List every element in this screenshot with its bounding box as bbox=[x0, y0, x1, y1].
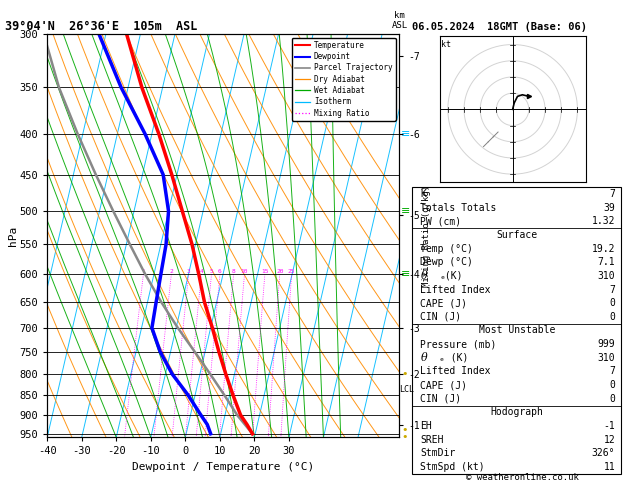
Text: 1.32: 1.32 bbox=[592, 216, 615, 226]
Text: K: K bbox=[420, 189, 426, 199]
Text: 0: 0 bbox=[610, 312, 615, 322]
Text: Dewp (°C): Dewp (°C) bbox=[420, 257, 473, 267]
Text: CIN (J): CIN (J) bbox=[420, 312, 462, 322]
Text: 19.2: 19.2 bbox=[592, 243, 615, 254]
Text: 25: 25 bbox=[288, 269, 296, 275]
Text: 310: 310 bbox=[598, 271, 615, 281]
Text: Hodograph: Hodograph bbox=[490, 407, 543, 417]
Text: 5: 5 bbox=[209, 269, 213, 275]
Text: 310: 310 bbox=[598, 353, 615, 363]
Text: 0: 0 bbox=[610, 394, 615, 404]
Text: Most Unstable: Most Unstable bbox=[479, 326, 555, 335]
Text: •: • bbox=[401, 433, 408, 442]
Text: 39°04'N  26°36'E  105m  ASL: 39°04'N 26°36'E 105m ASL bbox=[5, 20, 198, 33]
Text: 1: 1 bbox=[142, 269, 145, 275]
Text: km
ASL: km ASL bbox=[391, 11, 408, 30]
X-axis label: Dewpoint / Temperature (°C): Dewpoint / Temperature (°C) bbox=[132, 462, 314, 472]
Text: 326°: 326° bbox=[592, 449, 615, 458]
Text: 15: 15 bbox=[261, 269, 269, 275]
Text: StmSpd (kt): StmSpd (kt) bbox=[420, 462, 485, 472]
Text: LCL: LCL bbox=[399, 384, 415, 394]
Text: ₑ (K): ₑ (K) bbox=[439, 353, 469, 363]
Y-axis label: Mixing Ratio (g/kg): Mixing Ratio (g/kg) bbox=[421, 185, 431, 287]
Text: Surface: Surface bbox=[496, 230, 537, 240]
Text: StmDir: StmDir bbox=[420, 449, 455, 458]
Text: 06.05.2024  18GMT (Base: 06): 06.05.2024 18GMT (Base: 06) bbox=[412, 22, 587, 32]
Text: θ: θ bbox=[420, 271, 427, 281]
Text: 999: 999 bbox=[598, 339, 615, 349]
Text: 4: 4 bbox=[199, 269, 203, 275]
Text: 11: 11 bbox=[603, 462, 615, 472]
Text: θ: θ bbox=[420, 353, 427, 363]
Text: 2: 2 bbox=[169, 269, 173, 275]
Text: Temp (°C): Temp (°C) bbox=[420, 243, 473, 254]
Text: Totals Totals: Totals Totals bbox=[420, 203, 497, 212]
Text: CIN (J): CIN (J) bbox=[420, 394, 462, 404]
Text: Lifted Index: Lifted Index bbox=[420, 284, 491, 295]
Legend: Temperature, Dewpoint, Parcel Trajectory, Dry Adiabat, Wet Adiabat, Isotherm, Mi: Temperature, Dewpoint, Parcel Trajectory… bbox=[292, 38, 396, 121]
Text: 39: 39 bbox=[603, 203, 615, 212]
Text: •: • bbox=[401, 425, 408, 435]
Text: ≡: ≡ bbox=[401, 206, 411, 216]
Text: 7: 7 bbox=[610, 284, 615, 295]
Text: 10: 10 bbox=[241, 269, 248, 275]
Text: 7.1: 7.1 bbox=[598, 257, 615, 267]
Text: CAPE (J): CAPE (J) bbox=[420, 380, 467, 390]
Text: 0: 0 bbox=[610, 298, 615, 308]
Text: 8: 8 bbox=[231, 269, 235, 275]
Text: 3: 3 bbox=[187, 269, 191, 275]
Text: 0: 0 bbox=[610, 380, 615, 390]
Text: 7: 7 bbox=[610, 189, 615, 199]
Text: PW (cm): PW (cm) bbox=[420, 216, 462, 226]
Text: 20: 20 bbox=[276, 269, 284, 275]
Text: 7: 7 bbox=[610, 366, 615, 377]
Text: Pressure (mb): Pressure (mb) bbox=[420, 339, 497, 349]
Text: 12: 12 bbox=[603, 434, 615, 445]
Text: Lifted Index: Lifted Index bbox=[420, 366, 491, 377]
Text: CAPE (J): CAPE (J) bbox=[420, 298, 467, 308]
Y-axis label: hPa: hPa bbox=[8, 226, 18, 246]
Text: 6: 6 bbox=[218, 269, 222, 275]
Text: ₑ(K): ₑ(K) bbox=[439, 271, 463, 281]
Text: kt: kt bbox=[442, 40, 452, 49]
Text: EH: EH bbox=[420, 421, 432, 431]
Text: •: • bbox=[401, 369, 408, 379]
Text: ≡: ≡ bbox=[401, 269, 411, 279]
Text: -1: -1 bbox=[603, 421, 615, 431]
Text: © weatheronline.co.uk: © weatheronline.co.uk bbox=[465, 473, 579, 482]
Text: ≡: ≡ bbox=[401, 129, 411, 139]
Text: SREH: SREH bbox=[420, 434, 444, 445]
